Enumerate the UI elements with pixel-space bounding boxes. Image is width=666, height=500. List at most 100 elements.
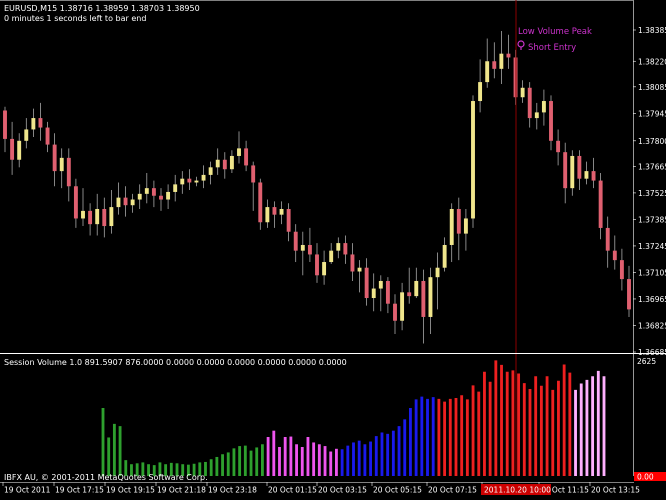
candle — [109, 190, 114, 234]
candle-body — [95, 208, 100, 225]
candle — [329, 243, 334, 264]
candle — [286, 203, 291, 242]
candle-body — [449, 208, 454, 245]
candle — [378, 275, 383, 312]
candle-body — [584, 171, 589, 179]
price-tick-label: 1.36965 — [638, 295, 666, 304]
candle — [371, 273, 376, 312]
price-tick-label: 1.37245 — [638, 242, 666, 251]
price-tick-label: 1.37945 — [638, 109, 666, 118]
candle-body — [173, 184, 178, 192]
candle — [407, 267, 412, 304]
candle-body — [38, 118, 43, 128]
candle — [598, 173, 603, 240]
candle-body — [166, 191, 171, 200]
candlestick-series — [3, 30, 631, 344]
time-tick-label: 19 Oct 17:15 — [55, 486, 104, 495]
candle — [492, 42, 497, 79]
candle-body — [66, 157, 71, 187]
low-volume-peak-label: Low Volume Peak — [518, 27, 592, 37]
candle-body — [442, 244, 447, 268]
symbol-info: EURUSD,M15 1.38716 1.38959 1.38703 1.389… — [4, 4, 200, 13]
candle — [605, 216, 610, 268]
candle — [506, 34, 511, 69]
candle-body — [300, 244, 305, 251]
candle — [229, 150, 234, 174]
candle-body — [549, 101, 553, 141]
candle-body — [378, 280, 383, 289]
candle-body — [478, 82, 483, 102]
candle — [38, 102, 43, 141]
candle-body — [52, 144, 57, 172]
candle — [265, 199, 270, 228]
candle-body — [612, 250, 617, 261]
candle-body — [251, 165, 256, 183]
candle — [364, 258, 369, 306]
candle-body — [407, 292, 412, 297]
candle — [17, 133, 22, 168]
candle-body — [577, 155, 582, 179]
candle — [258, 178, 263, 230]
candle-body — [244, 148, 249, 166]
candle — [244, 140, 249, 172]
candle-body — [619, 260, 624, 280]
candle — [208, 161, 213, 185]
candle-body — [570, 155, 575, 189]
bar-timer: 0 minutes 1 seconds left to bar end — [4, 14, 146, 23]
candle — [66, 148, 71, 202]
time-tick-label: 20 Oct 13:15 — [591, 486, 640, 495]
price-tick-label: 1.37105 — [638, 268, 666, 277]
candle-body — [492, 61, 497, 69]
price-tick-label: 1.36825 — [638, 321, 666, 330]
candle-body — [208, 167, 213, 175]
candle-body — [258, 182, 263, 223]
candle-body — [137, 193, 142, 200]
candle-body — [506, 53, 511, 58]
candle-body — [17, 140, 22, 160]
time-highlight-label: 2011.10.20 10:00 — [484, 486, 551, 495]
candle — [393, 294, 397, 335]
short-entry-label: Short Entry — [528, 43, 576, 53]
candle — [130, 193, 135, 213]
candle-body — [364, 267, 369, 299]
candle-body — [534, 112, 539, 119]
candle — [619, 248, 624, 291]
time-tick-label: 20 Oct 11:15 — [540, 486, 589, 495]
time-tick-label: 20 Oct 05:15 — [373, 486, 422, 495]
candle-body — [73, 186, 78, 219]
candle — [222, 152, 227, 179]
candle — [570, 150, 575, 196]
candle — [627, 265, 631, 317]
candle-body — [499, 53, 504, 69]
candle — [400, 282, 405, 331]
price-tick-label: 1.37525 — [638, 189, 666, 198]
volume-zero-badge — [634, 472, 666, 481]
candle-body — [215, 159, 220, 168]
candle — [279, 201, 284, 225]
candle — [421, 269, 426, 344]
candle-body — [102, 208, 107, 227]
candle-body — [400, 292, 405, 321]
volume-pane[interactable]: Session Volume 1.0 891.5907 876.0000 0.0… — [4, 357, 666, 482]
price-tick-label: 1.38385 — [638, 26, 666, 35]
candle-body — [159, 195, 163, 200]
candle — [116, 182, 121, 215]
price-pane[interactable]: 1.38385 1.38220 1.38085 1.37945 1.37800 1.376… — [0, 0, 666, 476]
time-tick-label: 20 Oct 07:15 — [428, 486, 477, 495]
candle-body — [421, 280, 426, 317]
candle — [24, 118, 29, 149]
candle — [251, 161, 256, 211]
price-tick-label: 1.38220 — [638, 57, 666, 66]
candle — [527, 82, 532, 128]
candle — [180, 171, 185, 194]
candle — [541, 89, 546, 126]
candle — [293, 224, 298, 263]
price-tick-label: 1.37665 — [638, 162, 666, 171]
candle-body — [471, 101, 475, 219]
candle — [435, 252, 440, 310]
candle — [237, 131, 241, 164]
candle-body — [31, 118, 36, 130]
time-tick-label: 20 Oct 01:15 — [268, 486, 317, 495]
candle-body — [463, 218, 468, 234]
